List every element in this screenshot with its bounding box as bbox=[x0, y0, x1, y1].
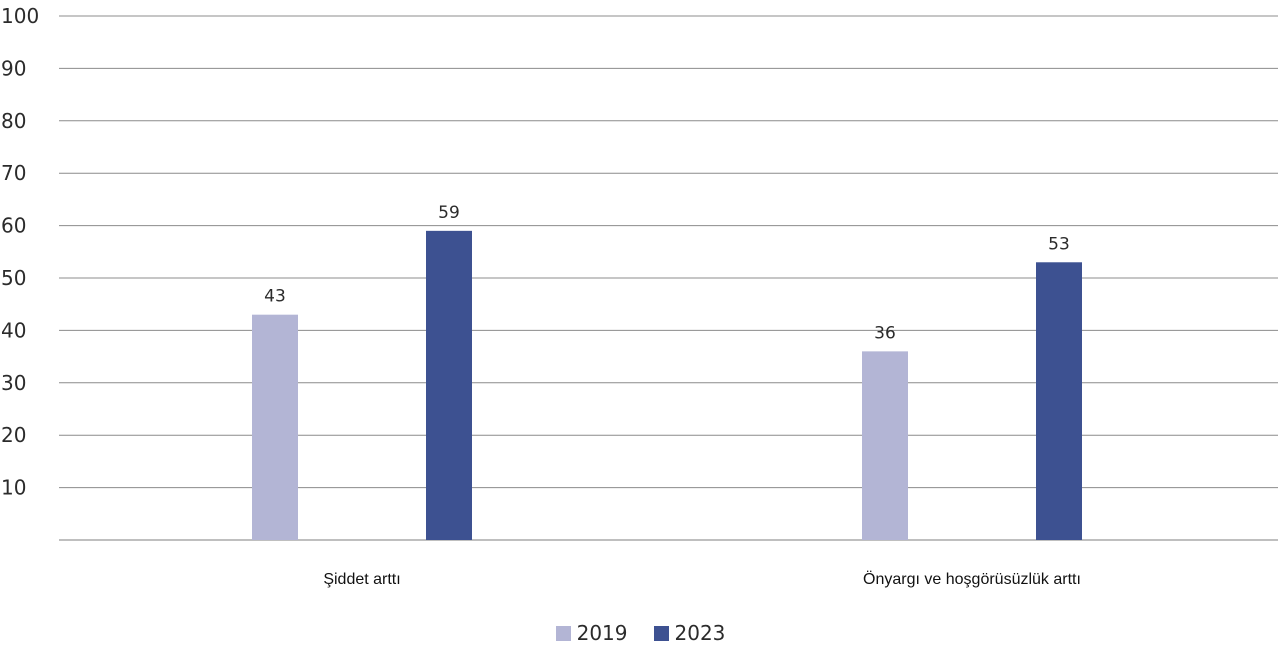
legend-swatch-2019 bbox=[555, 625, 571, 641]
y-tick-label-80: 80 bbox=[1, 109, 26, 133]
legend-label-2023: 2023 bbox=[674, 621, 726, 645]
bar-chart: 10 20 30 40 50 60 70 80 90 100 43 59 36 53 Şiddet ar… bbox=[1, 4, 1278, 588]
bar-2023-1 bbox=[1036, 262, 1082, 540]
category-labels: Şiddet arttı Önyargı ve hoşgörüsüzlük art… bbox=[323, 570, 1081, 588]
bars bbox=[252, 230, 1082, 540]
legend-label-2019: 2019 bbox=[576, 621, 628, 645]
data-label-2019-0: 43 bbox=[264, 287, 286, 307]
data-label-2023-0: 59 bbox=[438, 203, 460, 223]
data-labels: 43 59 36 53 bbox=[264, 203, 1070, 344]
y-tick-label-90: 90 bbox=[1, 56, 26, 80]
legend-item-2023: 2023 bbox=[653, 621, 726, 645]
gridlines bbox=[59, 15, 1278, 541]
category-label-1: Önyargı ve hoşgörüsüzlük arttı bbox=[863, 570, 1081, 588]
y-tick-label-20: 20 bbox=[1, 423, 26, 447]
y-tick-label-50: 50 bbox=[1, 266, 26, 290]
data-label-2019-1: 36 bbox=[874, 323, 896, 343]
y-tick-label-30: 30 bbox=[1, 371, 26, 395]
y-tick-label-70: 70 bbox=[1, 161, 26, 185]
y-tick-label-60: 60 bbox=[1, 214, 26, 238]
legend-item-2019: 2019 bbox=[555, 621, 628, 645]
legend: 2019 2023 bbox=[0, 621, 1281, 645]
y-tick-label-10: 10 bbox=[1, 476, 26, 500]
bar-2019-1 bbox=[862, 351, 908, 540]
y-axis-ticks: 10 20 30 40 50 60 70 80 90 100 bbox=[1, 4, 39, 500]
y-tick-label-40: 40 bbox=[1, 318, 26, 342]
bar-2023-0 bbox=[426, 230, 472, 540]
bar-2019-0 bbox=[252, 314, 298, 540]
data-label-2023-1: 53 bbox=[1048, 234, 1070, 254]
category-label-0: Şiddet arttı bbox=[323, 571, 400, 588]
legend-swatch-2023 bbox=[653, 625, 669, 641]
y-tick-label-100: 100 bbox=[1, 4, 39, 28]
